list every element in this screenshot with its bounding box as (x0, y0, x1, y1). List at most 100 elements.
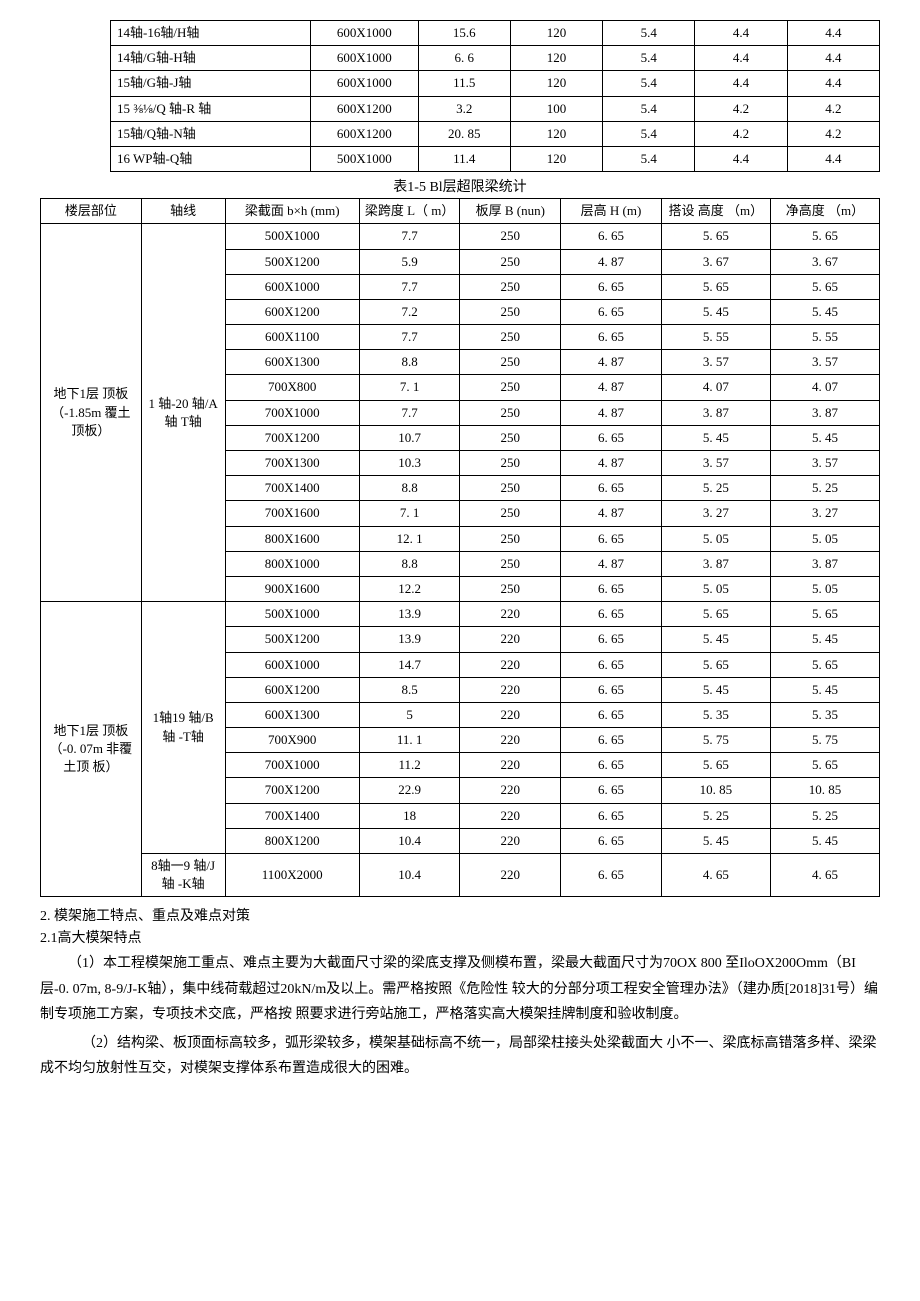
table-cell: 4. 65 (770, 854, 879, 897)
table-cell: 120 (510, 146, 602, 171)
table-cell: 250 (460, 325, 561, 350)
table-cell: 600X1100 (225, 325, 359, 350)
table-cell: 5. 65 (770, 224, 879, 249)
table-cell: 10. 85 (661, 778, 770, 803)
table-cell: 13.9 (359, 602, 460, 627)
table-cell: 5. 65 (770, 753, 879, 778)
table-cell: 4. 87 (561, 249, 662, 274)
table-cell: 5. 65 (770, 274, 879, 299)
table-cell: 600X1200 (225, 299, 359, 324)
table-cell: 3. 87 (661, 400, 770, 425)
table-cell: 500X1000 (310, 146, 418, 171)
table-cell: 8.8 (359, 476, 460, 501)
table-cell: 7.2 (359, 299, 460, 324)
table-cell-axis: 1轴19 轴/B 轴 -T轴 (141, 602, 225, 854)
table-cell: 4. 07 (661, 375, 770, 400)
table-cell: 7. 1 (359, 501, 460, 526)
table2-caption: 表1-5 Bl层超限梁统计 (40, 176, 880, 196)
table-cell: 4. 87 (561, 375, 662, 400)
table-cell: 11.5 (418, 71, 510, 96)
table-cell: 600X1000 (310, 46, 418, 71)
table-cell: 6. 65 (561, 602, 662, 627)
table-cell: 6. 65 (561, 778, 662, 803)
table-cell: 10.7 (359, 425, 460, 450)
table-cell: 4. 07 (770, 375, 879, 400)
table-cell: 5. 55 (770, 325, 879, 350)
paragraph-2: （2）结构梁、板顶面标高较多，弧形梁较多，模架基础标高不统一，局部梁柱接头处梁截… (40, 1031, 880, 1081)
table-cell: 5.4 (603, 146, 695, 171)
table-cell: 7.7 (359, 274, 460, 299)
table-cell: 5. 65 (661, 602, 770, 627)
table-cell: 5.4 (603, 121, 695, 146)
table-cell-axis: 1 轴-20 轴/A轴 T轴 (141, 224, 225, 602)
table-cell: 800X1200 (225, 828, 359, 853)
table-cell: 600X1200 (225, 677, 359, 702)
table-cell: 6. 65 (561, 274, 662, 299)
table-1-continuation: 14轴-16轴/H轴600X100015.61205.44.44.414轴/G轴… (110, 20, 880, 172)
table-cell: 220 (460, 753, 561, 778)
table-cell: 220 (460, 627, 561, 652)
section-2-title: 2. 模架施工特点、重点及难点对策 (40, 905, 880, 925)
table-cell: 120 (510, 121, 602, 146)
table-cell: 3.2 (418, 96, 510, 121)
table-cell: 6. 65 (561, 828, 662, 853)
table-cell: 700X1200 (225, 425, 359, 450)
table-cell: 4. 87 (561, 551, 662, 576)
table-cell: 7.7 (359, 224, 460, 249)
table-cell: 5 (359, 702, 460, 727)
table-cell: 6. 65 (561, 425, 662, 450)
table-cell: 5. 35 (770, 702, 879, 727)
table-cell: 5. 55 (661, 325, 770, 350)
table-cell: 5. 45 (770, 627, 879, 652)
table-cell: 5. 05 (661, 526, 770, 551)
table-cell: 5. 25 (770, 476, 879, 501)
table-header-cell: 层高 H (m) (561, 199, 662, 224)
table-cell: 250 (460, 526, 561, 551)
table-cell: 4.2 (695, 121, 787, 146)
table-cell: 10. 85 (770, 778, 879, 803)
table-cell: 600X1000 (310, 21, 418, 46)
table-cell: 600X1000 (310, 71, 418, 96)
table-cell-location: 地下1层 顶板（-1.85m 覆土顶板） (41, 224, 142, 602)
table-cell: 4.4 (695, 146, 787, 171)
table-cell: 4.2 (787, 121, 879, 146)
table-cell: 3. 27 (770, 501, 879, 526)
table-cell: 14轴-16轴/H轴 (111, 21, 311, 46)
table-cell: 220 (460, 778, 561, 803)
table-cell: 220 (460, 677, 561, 702)
table-cell: 5. 65 (661, 274, 770, 299)
table-cell: 6. 65 (561, 224, 662, 249)
table-cell: 120 (510, 46, 602, 71)
table-cell: 6. 65 (561, 576, 662, 601)
table-cell: 5.9 (359, 249, 460, 274)
table-cell: 600X1000 (225, 274, 359, 299)
table-cell: 4.4 (787, 46, 879, 71)
section-2-1-title: 2.1高大模架特点 (40, 927, 880, 947)
table-cell: 4.4 (695, 21, 787, 46)
table-cell: 16 WP轴-Q轴 (111, 146, 311, 171)
table-cell: 5.4 (603, 46, 695, 71)
table-cell: 4. 87 (561, 400, 662, 425)
table-cell: 250 (460, 425, 561, 450)
table-cell: 8.5 (359, 677, 460, 702)
table-cell: 500X1200 (225, 627, 359, 652)
table-cell: 3. 57 (770, 350, 879, 375)
table-cell: 100 (510, 96, 602, 121)
table-cell: 6. 65 (561, 753, 662, 778)
table-cell: 250 (460, 451, 561, 476)
table-cell: 7.7 (359, 400, 460, 425)
table-cell: 700X800 (225, 375, 359, 400)
table-cell: 4.2 (787, 96, 879, 121)
table-cell: 700X1400 (225, 803, 359, 828)
table-header-cell: 轴线 (141, 199, 225, 224)
table-cell: 15轴/G轴-J轴 (111, 71, 311, 96)
table-cell: 700X1300 (225, 451, 359, 476)
table-cell: 3. 67 (661, 249, 770, 274)
table-cell: 700X1200 (225, 778, 359, 803)
table-cell: 7. 1 (359, 375, 460, 400)
table-cell: 250 (460, 249, 561, 274)
table-cell: 220 (460, 652, 561, 677)
table-cell: 700X1000 (225, 753, 359, 778)
table-cell: 6. 6 (418, 46, 510, 71)
paragraph-1: （1）本工程模架施工重点、难点主要为大截面尺寸梁的梁底支撑及侧模布置，梁最大截面… (40, 951, 880, 1027)
